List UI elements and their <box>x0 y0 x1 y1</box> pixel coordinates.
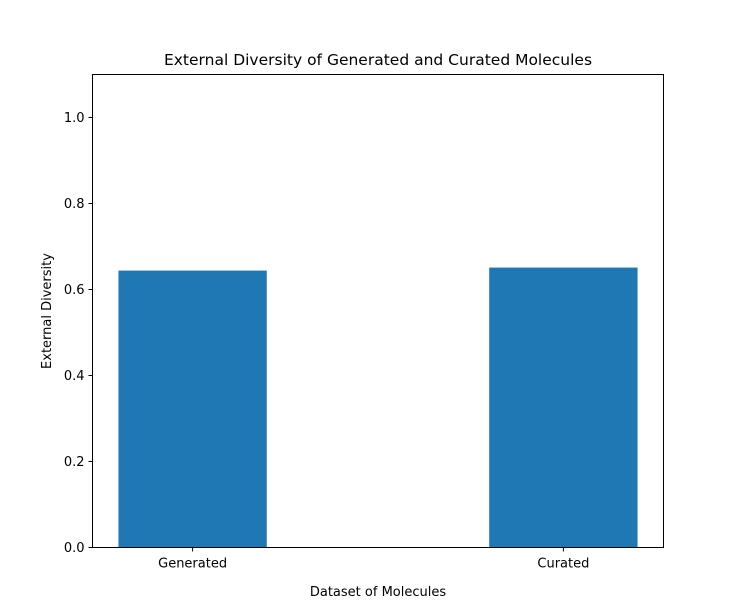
y-tick-label: 0.2 <box>64 455 85 470</box>
y-axis-label: External Diversity <box>40 253 55 369</box>
y-axis-ticks: 0.0 0.2 0.4 0.6 0.8 1.0 <box>64 111 93 556</box>
x-tick-label-generated: Generated <box>158 557 227 572</box>
x-axis-label: Dataset of Molecules <box>310 585 446 600</box>
y-tick-label: 0.0 <box>64 541 85 556</box>
plot-area-frame <box>92 74 664 548</box>
y-tick-label: 0.6 <box>64 283 85 298</box>
x-tick-label-curated: Curated <box>537 557 589 572</box>
y-tick-label: 0.4 <box>64 369 85 384</box>
x-axis-ticks: Generated Curated <box>158 547 589 572</box>
bar-generated <box>118 270 267 548</box>
y-tick-label: 0.8 <box>64 197 85 212</box>
y-tick-label: 1.0 <box>64 111 85 126</box>
bar-curated <box>489 267 638 548</box>
bars-layer <box>118 267 638 548</box>
chart-title: External Diversity of Generated and Cura… <box>164 51 592 69</box>
